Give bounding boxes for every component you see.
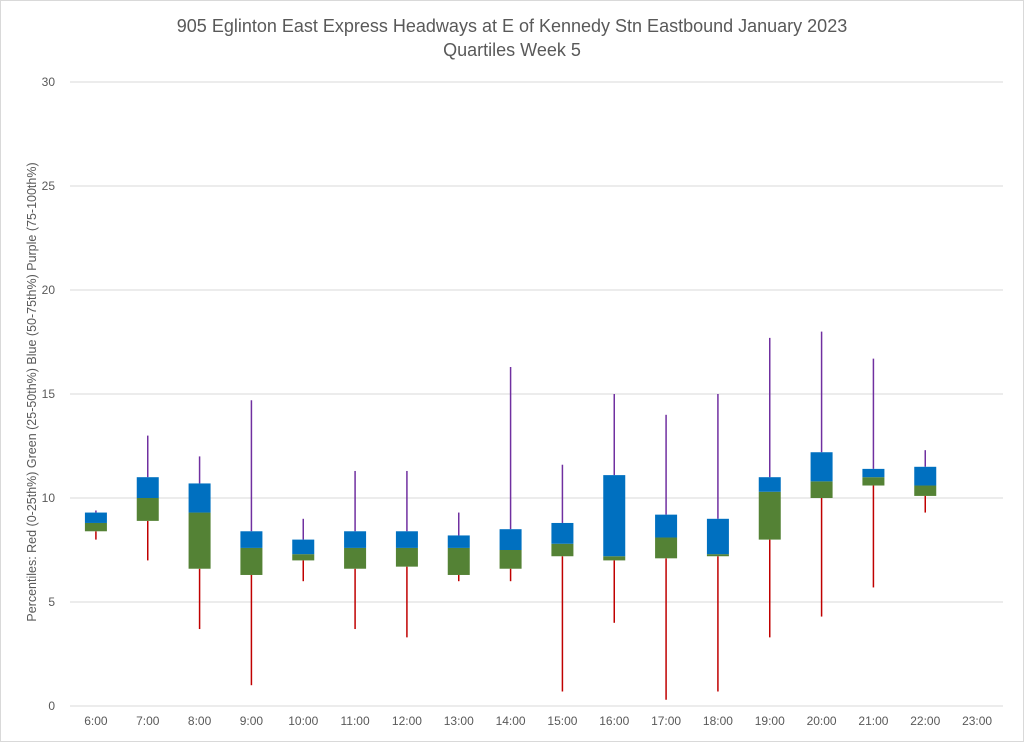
box-lower-quartile — [810, 481, 833, 498]
x-tick-label: 8:00 — [188, 714, 212, 728]
x-tick-label: 9:00 — [240, 714, 264, 728]
box-upper-quartile — [551, 522, 574, 544]
box-upper-quartile — [292, 539, 315, 555]
x-tick-label: 17:00 — [651, 714, 681, 728]
box-upper-quartile — [344, 531, 367, 548]
box-lower-quartile — [447, 547, 470, 575]
box-upper-quartile — [447, 535, 470, 548]
box-lower-quartile — [395, 547, 418, 567]
box-lower-quartile — [240, 547, 263, 575]
box-lower-quartile — [914, 485, 937, 496]
x-tick-label: 7:00 — [136, 714, 160, 728]
y-tick-label: 0 — [48, 699, 55, 713]
x-tick-label: 22:00 — [910, 714, 940, 728]
box-upper-quartile — [188, 483, 211, 513]
x-tick-label: 20:00 — [807, 714, 837, 728]
x-tick-label: 19:00 — [755, 714, 785, 728]
box-lower-quartile — [603, 556, 626, 561]
x-tick-label: 16:00 — [599, 714, 629, 728]
box-upper-quartile — [136, 477, 159, 498]
box-lower-quartile — [655, 537, 678, 559]
x-tick-label: 15:00 — [547, 714, 577, 728]
x-tick-label: 6:00 — [84, 714, 108, 728]
y-axis-label: Percentiles: Red (0-25th%) Green (25-50t… — [25, 162, 39, 621]
x-tick-label: 13:00 — [444, 714, 474, 728]
box-upper-quartile — [603, 475, 626, 557]
box-upper-quartile — [758, 477, 781, 492]
box-lower-quartile — [344, 547, 367, 569]
box-upper-quartile — [395, 531, 418, 548]
chart-subtitle: Quartiles Week 5 — [443, 40, 581, 60]
x-tick-label: 23:00 — [962, 714, 992, 728]
y-tick-labels: 0 5 10 15 20 25 30 — [42, 75, 56, 713]
y-tick-label: 5 — [48, 595, 55, 609]
chart-title: 905 Eglinton East Express Headways at E … — [176, 16, 848, 36]
gridlines — [70, 81, 1003, 707]
y-tick-label: 25 — [42, 179, 56, 193]
box-upper-quartile — [499, 529, 522, 550]
x-tick-label: 21:00 — [858, 714, 888, 728]
x-tick-label: 18:00 — [703, 714, 733, 728]
chart-marks — [84, 331, 937, 700]
x-tick-label: 14:00 — [496, 714, 526, 728]
box-lower-quartile — [499, 550, 522, 569]
box-lower-quartile — [188, 512, 211, 569]
x-tick-labels: 6:00 7:00 8:00 9:00 10:00 11:00 12:00 13:00 14:0… — [84, 714, 992, 728]
y-tick-label: 20 — [42, 283, 56, 297]
box-lower-quartile — [862, 477, 885, 486]
box-upper-quartile — [240, 531, 263, 548]
box-upper-quartile — [810, 452, 833, 482]
box-lower-quartile — [706, 554, 729, 557]
box-upper-quartile — [655, 514, 678, 538]
box-upper-quartile — [862, 468, 885, 478]
box-lower-quartile — [292, 554, 315, 561]
x-tick-label: 12:00 — [392, 714, 422, 728]
box-lower-quartile — [758, 491, 781, 540]
y-tick-label: 10 — [42, 491, 56, 505]
box-lower-quartile — [551, 543, 574, 557]
y-tick-label: 15 — [42, 387, 56, 401]
box-upper-quartile — [84, 512, 107, 523]
box-upper-quartile — [706, 518, 729, 555]
box-lower-quartile — [136, 498, 159, 521]
y-tick-label: 30 — [42, 75, 56, 89]
box-lower-quartile — [84, 522, 107, 532]
x-tick-label: 11:00 — [341, 714, 370, 728]
box-upper-quartile — [914, 466, 937, 486]
x-tick-label: 10:00 — [288, 714, 318, 728]
